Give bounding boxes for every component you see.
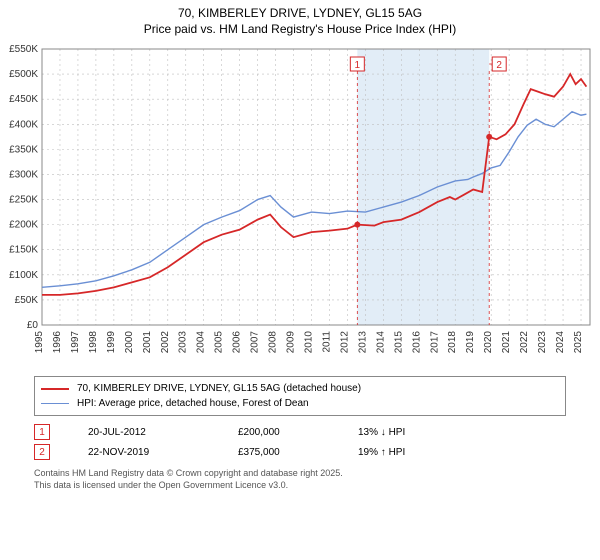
sale-marker-cell: 2 xyxy=(34,444,88,460)
svg-text:2021: 2021 xyxy=(501,331,512,354)
svg-text:2003: 2003 xyxy=(178,331,189,354)
legend-swatch-red xyxy=(41,388,69,390)
svg-text:£50K: £50K xyxy=(15,295,39,306)
svg-text:£200K: £200K xyxy=(9,220,38,231)
svg-text:2001: 2001 xyxy=(142,331,153,354)
svg-text:£500K: £500K xyxy=(9,69,38,80)
svg-text:£150K: £150K xyxy=(9,245,38,256)
svg-text:2007: 2007 xyxy=(250,331,261,354)
sale-date-1: 20-JUL-2012 xyxy=(88,427,238,438)
legend-swatch-blue xyxy=(41,403,69,404)
svg-text:1995: 1995 xyxy=(34,331,45,354)
sales-table: 1 20-JUL-2012 £200,000 13% ↓ HPI 2 22-NO… xyxy=(34,422,566,462)
legend-label-blue: HPI: Average price, detached house, Fore… xyxy=(77,396,309,411)
sale-row-1: 1 20-JUL-2012 £200,000 13% ↓ HPI xyxy=(34,422,566,442)
sale-marker-2: 2 xyxy=(34,444,50,460)
legend-row-red: 70, KIMBERLEY DRIVE, LYDNEY, GL15 5AG (d… xyxy=(41,381,559,396)
sale-diff-2: 19% ↑ HPI xyxy=(358,447,508,458)
svg-text:£100K: £100K xyxy=(9,270,38,281)
footnote: Contains HM Land Registry data © Crown c… xyxy=(34,468,566,491)
svg-text:2018: 2018 xyxy=(447,331,458,354)
sale-marker-cell: 1 xyxy=(34,424,88,440)
svg-text:2000: 2000 xyxy=(124,331,135,354)
svg-text:2004: 2004 xyxy=(196,331,207,354)
svg-text:1996: 1996 xyxy=(52,331,63,354)
svg-text:2006: 2006 xyxy=(232,331,243,354)
sale-price-2: £375,000 xyxy=(238,447,358,458)
price-chart: £0 £50K £100K £150K £200K £250K £300K £350K £400… xyxy=(0,37,600,372)
svg-text:2019: 2019 xyxy=(465,331,476,354)
svg-text:2017: 2017 xyxy=(429,331,440,354)
svg-text:2: 2 xyxy=(496,60,502,71)
footnote-line1: Contains HM Land Registry data © Crown c… xyxy=(34,468,566,480)
svg-text:1999: 1999 xyxy=(106,331,117,354)
title-line1: 70, KIMBERLEY DRIVE, LYDNEY, GL15 5AG xyxy=(0,6,600,22)
svg-text:2012: 2012 xyxy=(339,331,350,354)
svg-text:£0: £0 xyxy=(27,320,39,331)
svg-text:£250K: £250K xyxy=(9,195,38,206)
svg-text:2016: 2016 xyxy=(411,331,422,354)
svg-text:2023: 2023 xyxy=(537,331,548,354)
svg-text:2022: 2022 xyxy=(519,331,530,354)
svg-text:2008: 2008 xyxy=(268,331,279,354)
sale-marker-1: 1 xyxy=(34,424,50,440)
footnote-line2: This data is licensed under the Open Gov… xyxy=(34,480,566,492)
svg-text:2011: 2011 xyxy=(321,331,332,353)
svg-text:2010: 2010 xyxy=(304,331,315,354)
sale-row-2: 2 22-NOV-2019 £375,000 19% ↑ HPI xyxy=(34,442,566,462)
svg-text:2009: 2009 xyxy=(286,331,297,354)
svg-text:£300K: £300K xyxy=(9,170,38,181)
chart-title: 70, KIMBERLEY DRIVE, LYDNEY, GL15 5AG Pr… xyxy=(0,0,600,37)
svg-text:2020: 2020 xyxy=(483,331,494,354)
svg-text:1997: 1997 xyxy=(70,331,81,354)
svg-text:£550K: £550K xyxy=(9,44,38,55)
svg-text:£350K: £350K xyxy=(9,145,38,156)
svg-text:2014: 2014 xyxy=(375,331,386,354)
svg-text:1: 1 xyxy=(355,60,361,71)
legend-label-red: 70, KIMBERLEY DRIVE, LYDNEY, GL15 5AG (d… xyxy=(77,381,361,396)
svg-text:2024: 2024 xyxy=(555,331,566,354)
legend: 70, KIMBERLEY DRIVE, LYDNEY, GL15 5AG (d… xyxy=(34,376,566,416)
chart-container: £0 £50K £100K £150K £200K £250K £300K £350K £400… xyxy=(0,37,600,372)
svg-text:2015: 2015 xyxy=(393,331,404,354)
svg-text:1998: 1998 xyxy=(88,331,99,354)
svg-text:£400K: £400K xyxy=(9,119,38,130)
sale-price-1: £200,000 xyxy=(238,427,358,438)
svg-text:2025: 2025 xyxy=(573,331,584,354)
svg-text:2005: 2005 xyxy=(214,331,225,354)
svg-text:2002: 2002 xyxy=(160,331,171,354)
svg-text:2013: 2013 xyxy=(357,331,368,354)
title-line2: Price paid vs. HM Land Registry's House … xyxy=(0,22,600,38)
legend-row-blue: HPI: Average price, detached house, Fore… xyxy=(41,396,559,411)
svg-text:£450K: £450K xyxy=(9,94,38,105)
sale-diff-1: 13% ↓ HPI xyxy=(358,427,508,438)
sale-date-2: 22-NOV-2019 xyxy=(88,447,238,458)
